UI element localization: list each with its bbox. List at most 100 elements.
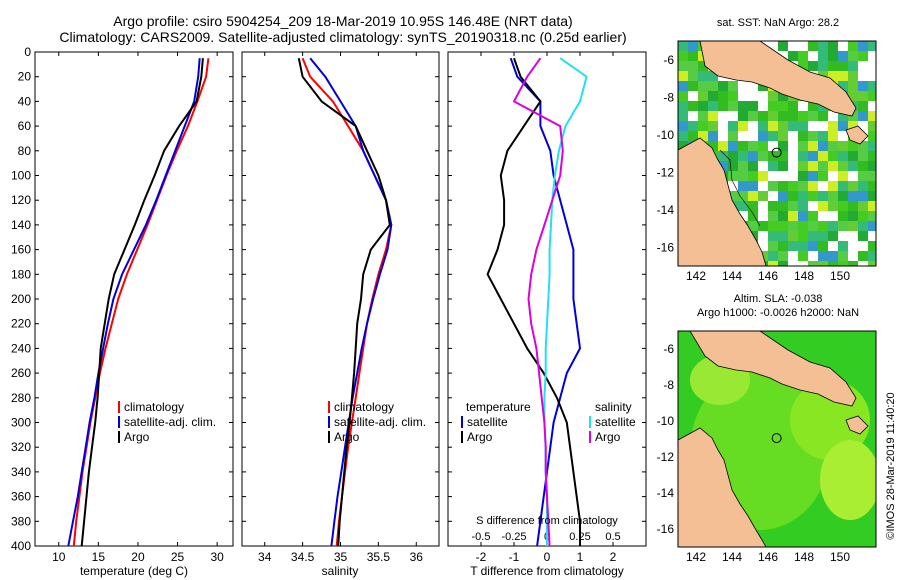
sst-cell	[718, 81, 728, 91]
sst-cell	[818, 251, 828, 261]
sst-cell	[808, 41, 818, 51]
footer-credit: ©IMOS 28-Mar-2019 11:40:20	[885, 392, 897, 539]
difference-xtick-label: 2	[610, 550, 617, 564]
legend-label-satellite: satellite-adj. clim.	[124, 415, 216, 429]
sst-cell	[868, 171, 876, 181]
sst-cell	[748, 161, 758, 171]
sst-cell	[798, 41, 808, 51]
sst-cell	[778, 231, 788, 241]
sst-cell	[738, 191, 748, 201]
difference-xtick-label: -2	[476, 550, 487, 564]
sst-map	[678, 41, 876, 266]
depth-tick-label: 380	[11, 514, 31, 528]
sst-cell	[848, 221, 858, 231]
sla-map-xtick-label: 144	[722, 550, 742, 564]
sst-cell	[708, 131, 718, 141]
sst-cell	[768, 101, 778, 111]
sst-cell	[788, 51, 798, 61]
sst-cell	[748, 91, 758, 101]
sst-cell	[768, 131, 778, 141]
sdiff-tick-label: 0.5	[605, 531, 620, 543]
sst-cell	[858, 171, 868, 181]
sst-cell	[828, 141, 838, 151]
coastline-contour	[719, 149, 761, 227]
sst-cell	[858, 231, 868, 241]
sst-cell	[828, 61, 838, 71]
sst-cell	[818, 201, 828, 211]
sst-cell	[778, 151, 788, 161]
sst-map-xtick-label: 142	[686, 269, 706, 283]
sst-cell	[748, 121, 758, 131]
sst-cell	[828, 161, 838, 171]
sst-cell	[768, 41, 778, 51]
temperature-series-satellite-adj-clim-	[67, 58, 201, 547]
sst-cell	[778, 211, 788, 221]
sst-cell	[788, 41, 798, 51]
sst-cell	[848, 171, 858, 181]
sst-cell	[858, 191, 868, 201]
depth-tick-label: 0	[24, 45, 31, 59]
sst-cell	[728, 191, 738, 201]
sst-cell	[858, 211, 868, 221]
difference-series-temperature-satellite	[509, 57, 581, 547]
sst-cell	[778, 241, 788, 251]
sst-cell	[748, 211, 758, 221]
sst-map-ytick-label: -6	[663, 53, 674, 67]
sst-cell	[868, 221, 876, 231]
sst-cell	[828, 151, 838, 161]
sst-cell	[788, 141, 798, 151]
sst-cell	[768, 171, 778, 181]
sst-cell	[788, 201, 798, 211]
sst-cell	[848, 61, 858, 71]
sst-cell	[838, 71, 848, 81]
island-land	[845, 415, 869, 435]
sst-cell	[848, 151, 858, 161]
depth-tick-label: 80	[18, 144, 32, 158]
sst-cell	[688, 111, 698, 121]
sst-cell	[858, 121, 868, 131]
depth-tick-label: 260	[11, 366, 31, 380]
salinity-xtick-label: 35.5	[367, 550, 391, 564]
sst-cell	[848, 261, 858, 266]
sst-cell	[828, 171, 838, 181]
sst-cell	[758, 221, 768, 231]
sst-cell	[798, 121, 808, 131]
sla-map-title: Altim. SLA: -0.038	[734, 293, 823, 305]
sst-cell	[758, 141, 768, 151]
sst-cell	[848, 91, 858, 101]
sst-cell	[718, 121, 728, 131]
sst-cell	[808, 251, 818, 261]
sst-cell	[778, 111, 788, 121]
sst-cell	[838, 231, 848, 241]
sst-cell	[678, 101, 688, 111]
difference-xtick-label: 0	[544, 550, 551, 564]
salinity-series-argo	[297, 57, 391, 547]
legend-heading-temperature: temperature	[466, 400, 531, 414]
sst-cell	[838, 181, 848, 191]
sst-cell	[858, 51, 868, 61]
sst-cell	[838, 161, 848, 171]
sst-map-xtick-label: 150	[830, 269, 850, 283]
salinity-series-climatology	[301, 57, 393, 547]
sst-cell	[868, 181, 876, 191]
sst-cell	[808, 241, 818, 251]
sla-map-ytick-label: -10	[657, 414, 675, 428]
sst-cell	[848, 51, 858, 61]
depth-tick-label: 400	[11, 539, 31, 553]
sst-cell	[798, 251, 808, 261]
sst-cell	[808, 191, 818, 201]
sst-cell	[738, 101, 748, 111]
sst-cell	[828, 211, 838, 221]
sst-cell	[808, 101, 818, 111]
sst-cell	[778, 91, 788, 101]
sst-cell	[788, 171, 798, 181]
sst-cell	[758, 191, 768, 201]
sst-cell	[738, 91, 748, 101]
sst-cell	[688, 71, 698, 81]
sst-cell	[848, 81, 858, 91]
sst-cell	[778, 251, 788, 261]
depth-tick-label: 280	[11, 391, 31, 405]
sst-cell	[868, 71, 876, 81]
sst-cell	[828, 241, 838, 251]
sst-cell	[808, 211, 818, 221]
